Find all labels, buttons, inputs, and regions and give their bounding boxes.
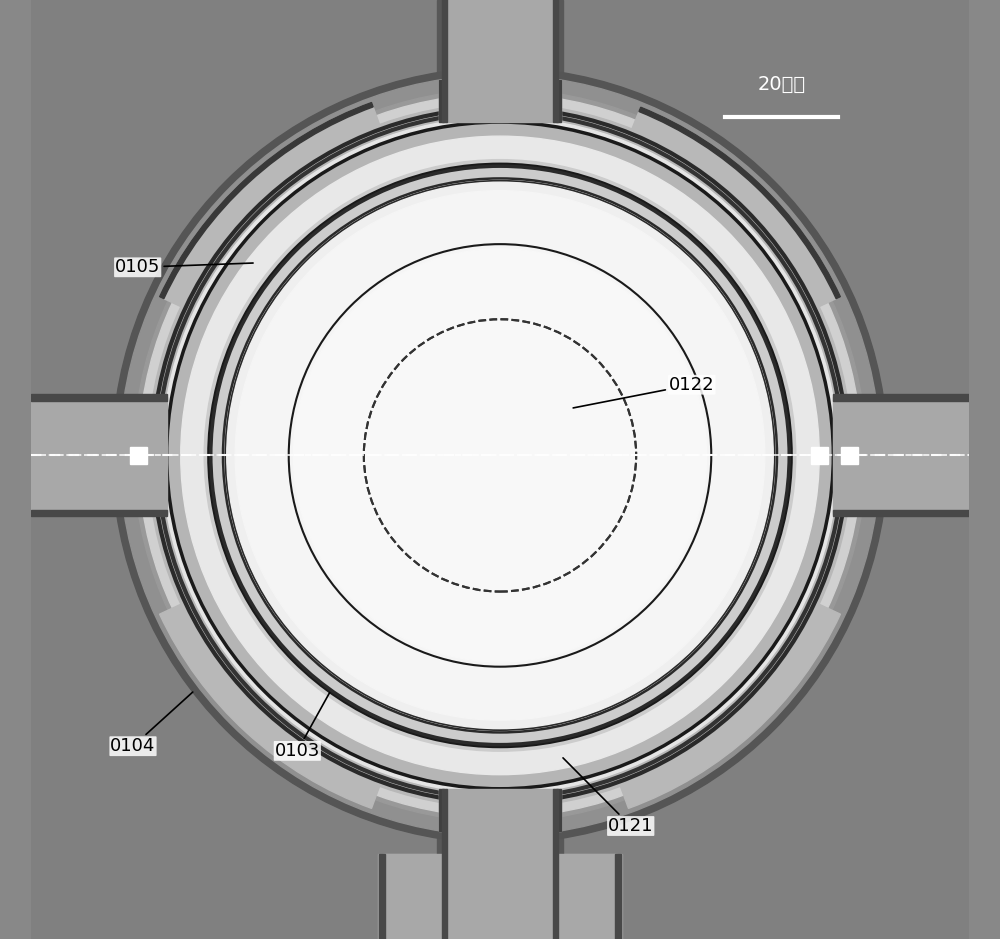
Wedge shape	[160, 102, 373, 299]
Circle shape	[162, 117, 838, 793]
Wedge shape	[160, 589, 392, 808]
Bar	[439, 784, 561, 939]
Circle shape	[167, 122, 833, 789]
Wedge shape	[618, 107, 840, 322]
Bar	[378, 854, 439, 939]
Bar	[557, 784, 563, 939]
Bar	[553, 0, 558, 122]
Bar	[615, 854, 621, 939]
Bar	[842, 448, 857, 463]
Bar	[383, 854, 445, 939]
Bar	[833, 510, 1000, 516]
Bar	[841, 447, 858, 464]
Circle shape	[223, 178, 777, 732]
Bar	[437, 784, 443, 939]
Bar	[439, 789, 561, 831]
Circle shape	[120, 75, 880, 836]
Circle shape	[134, 89, 866, 822]
Circle shape	[148, 103, 852, 808]
Bar	[439, 80, 444, 122]
Bar	[555, 854, 617, 939]
Text: 20微米: 20微米	[758, 75, 806, 94]
Bar	[439, 789, 444, 831]
Wedge shape	[160, 102, 392, 322]
Bar	[811, 447, 828, 464]
Bar	[445, 0, 555, 122]
Text: 0121: 0121	[563, 758, 653, 835]
Bar	[31, 510, 167, 516]
Circle shape	[235, 191, 765, 720]
Text: 0105: 0105	[115, 258, 253, 276]
Bar	[379, 854, 385, 939]
Circle shape	[293, 249, 707, 662]
Circle shape	[138, 94, 862, 817]
Wedge shape	[608, 589, 840, 808]
Text: 0122: 0122	[573, 376, 715, 408]
Bar	[31, 397, 167, 514]
Bar	[833, 394, 1000, 401]
Bar	[131, 448, 146, 463]
Text: 0104: 0104	[110, 692, 193, 755]
Bar	[556, 80, 561, 122]
Bar	[442, 0, 447, 122]
Bar	[445, 789, 555, 939]
Bar	[442, 789, 447, 939]
Text: 0103: 0103	[275, 693, 330, 760]
Bar	[130, 447, 147, 464]
Bar	[557, 0, 563, 127]
Circle shape	[293, 249, 707, 662]
Circle shape	[209, 164, 791, 747]
Circle shape	[129, 85, 871, 826]
Circle shape	[153, 108, 847, 803]
Wedge shape	[639, 107, 840, 299]
Bar	[553, 789, 558, 939]
Bar	[556, 789, 561, 831]
Bar	[812, 448, 827, 463]
Circle shape	[204, 160, 796, 751]
Bar	[437, 0, 443, 127]
Bar	[31, 394, 167, 401]
Circle shape	[181, 136, 819, 775]
Bar	[439, 80, 561, 122]
Bar	[833, 397, 1000, 514]
Bar	[561, 854, 622, 939]
Bar	[439, 0, 561, 127]
Circle shape	[227, 182, 773, 729]
Circle shape	[112, 68, 888, 843]
